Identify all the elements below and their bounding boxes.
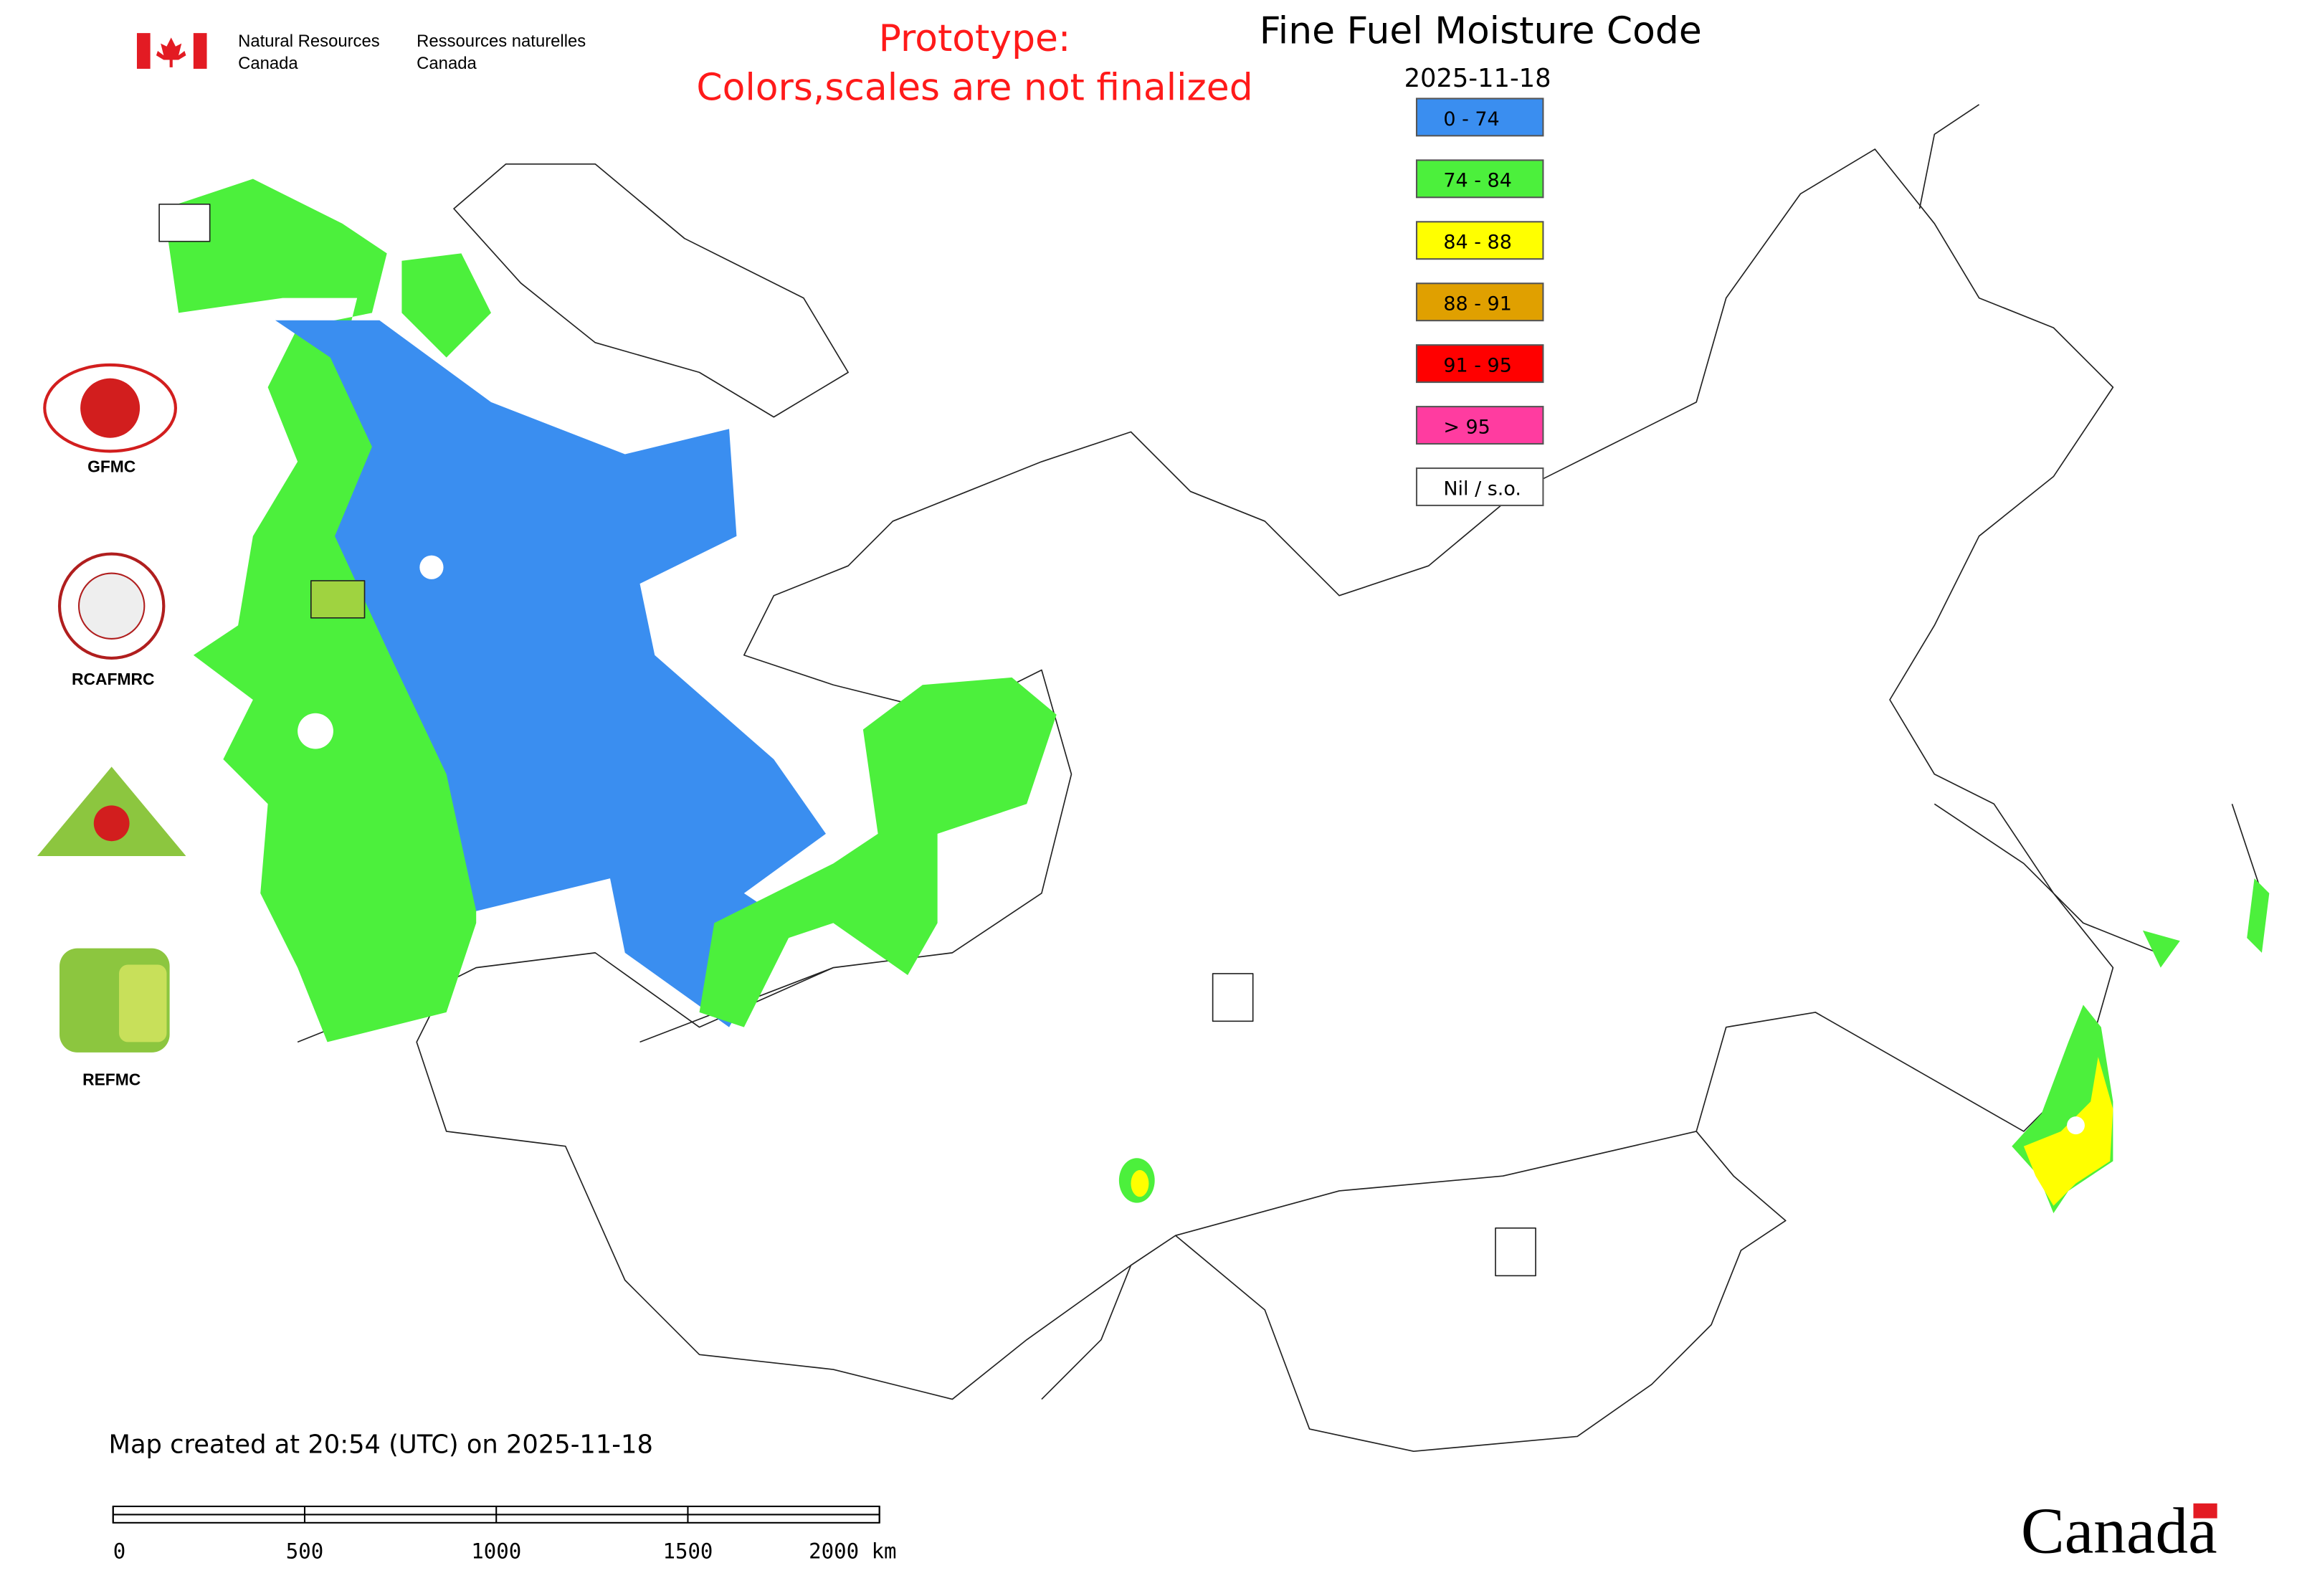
map: [158, 104, 2270, 1453]
map-title: Fine Fuel Moisture Code: [1260, 10, 1702, 53]
created-note: Map created at 20:54 (UTC) on 2025-11-18: [109, 1430, 653, 1459]
agency-fr: Canada: [417, 54, 477, 73]
legend-swatch: [1415, 467, 1544, 506]
region-green: [401, 253, 491, 358]
logo-label: RCAFMRC: [72, 670, 154, 688]
legend-label: 88 - 91: [1443, 293, 1512, 315]
logo-label: REFMC: [82, 1070, 141, 1089]
region-green: [699, 677, 1057, 1027]
legend-label: 74 - 84: [1443, 170, 1512, 192]
legend-label: Nil / s.o.: [1443, 478, 1521, 500]
agency-en: Canada: [238, 54, 298, 73]
map-stamp: [1212, 973, 1254, 1022]
legend-swatch: [1415, 221, 1544, 260]
canada-wordmark: Canada: [2021, 1494, 2217, 1567]
legend-swatch: [1415, 98, 1544, 137]
coast: [453, 104, 2263, 954]
scale-label: 500: [286, 1539, 323, 1564]
map-stamp: [310, 580, 366, 619]
legend-swatch: [1415, 282, 1544, 322]
gc-signature: Natural Resources Canada Ressources natu…: [136, 32, 586, 73]
legend-swatch: [1415, 406, 1544, 445]
legend: 0 - 74 74 - 84 84 - 88 88 - 91 91 - 95 > 95 Ni…: [1415, 98, 1544, 506]
legend-swatch: [1415, 344, 1544, 384]
legend-label: 0 - 74: [1443, 108, 1499, 130]
region-yellow: [2023, 1057, 2113, 1206]
notice: Prototype:: [879, 17, 1071, 60]
nil-hole: [419, 555, 444, 579]
region-yellow: [1131, 1169, 1149, 1197]
agency-en: Natural Resources: [238, 32, 380, 51]
region-blue: [275, 320, 826, 1027]
map-stamp: [158, 203, 211, 242]
legend-label: 91 - 95: [1443, 355, 1512, 377]
map-date: 2025-11-18: [1404, 64, 1551, 93]
nil-hole: [2067, 1116, 2085, 1135]
agency-fr: Ressources naturelles: [417, 32, 586, 51]
legend-label: 84 - 88: [1443, 232, 1512, 254]
nil-hole: [298, 713, 333, 749]
map-stamp: [1495, 1227, 1536, 1277]
scale-label: 1500: [662, 1539, 713, 1564]
logos: GFMC RCAFMRC REFMC: [37, 363, 186, 1089]
scale-bar: 0 500 1000 1500 2000 km: [112, 1505, 897, 1564]
logo-label: GFMC: [87, 457, 135, 475]
scale-label: 1000: [471, 1539, 521, 1564]
region-green: [2142, 878, 2270, 968]
legend-label: > 95: [1443, 416, 1490, 438]
country-border: [297, 966, 1697, 1400]
scale-label: 2000 km: [809, 1539, 896, 1564]
legend-swatch: [1415, 159, 1544, 199]
notice: Colors,scales are not finalized: [696, 67, 1252, 110]
country-outline: [416, 148, 2114, 1453]
scale-label: 0: [113, 1539, 126, 1564]
wordmark-flag: [2193, 1503, 2217, 1519]
